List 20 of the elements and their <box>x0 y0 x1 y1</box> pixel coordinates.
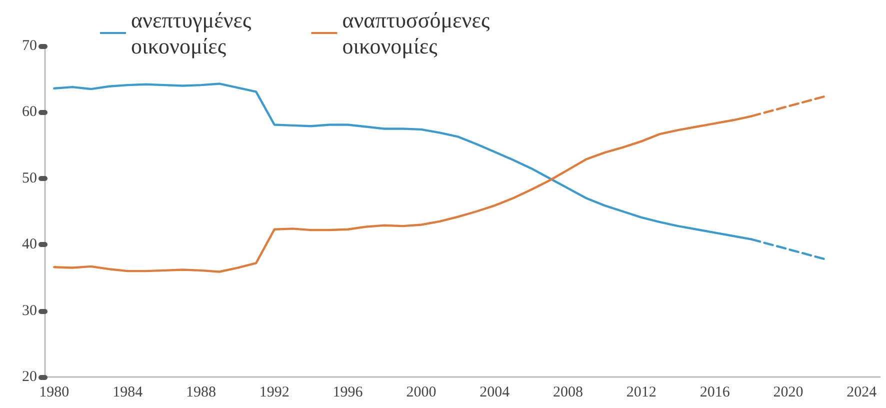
legend-label: ανεπτυγμένες οικονομίες <box>131 8 252 58</box>
y-tick-label: 60 <box>22 104 37 120</box>
x-tick-label: 1980 <box>39 384 70 400</box>
x-tick-label: 2008 <box>553 384 584 400</box>
y-tick-label: 70 <box>22 38 37 54</box>
y-tick-label: 50 <box>22 170 37 186</box>
x-tick-label: 2012 <box>626 384 656 400</box>
x-tick-label: 2020 <box>773 384 804 400</box>
x-tick-label: 2016 <box>700 384 730 400</box>
x-tick-label: 2000 <box>406 384 436 400</box>
x-tick-label: 1996 <box>332 384 364 400</box>
x-tick-label: 1992 <box>259 384 290 400</box>
x-tick-label: 1984 <box>112 384 144 400</box>
x-tick-label: 1988 <box>186 384 216 400</box>
y-tick-label: 40 <box>22 236 37 253</box>
x-tick-label: 2004 <box>480 384 510 400</box>
y-tick-label: 30 <box>22 302 37 319</box>
y-tick-label: 20 <box>22 369 37 385</box>
legend-label: αναπτυσσόμενες οικονομίες <box>342 8 490 58</box>
x-tick-label: 2024 <box>846 384 878 400</box>
